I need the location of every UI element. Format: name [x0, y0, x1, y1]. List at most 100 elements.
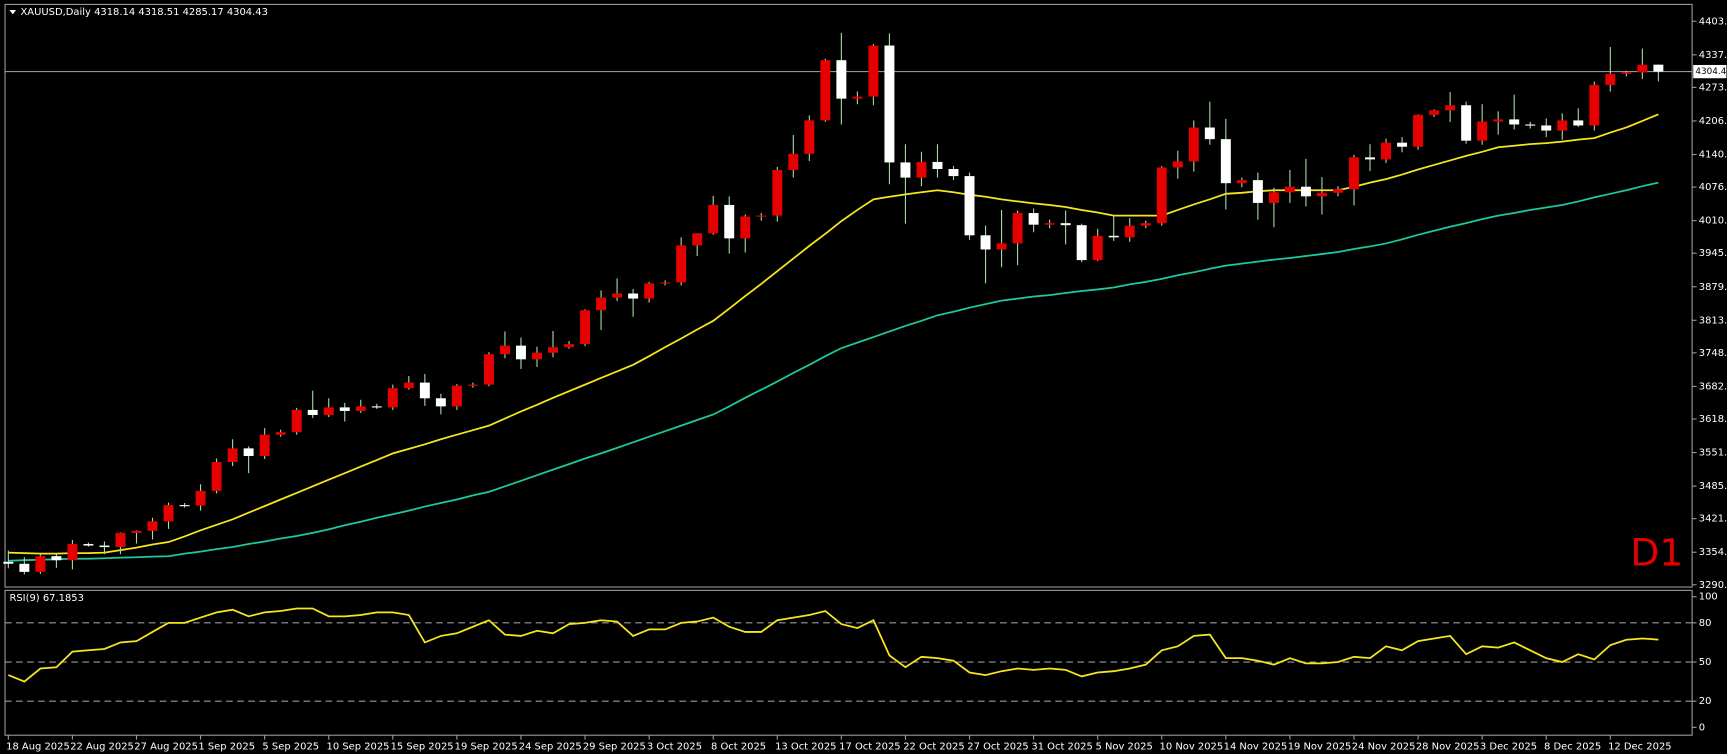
candle-body [1573, 120, 1584, 126]
x-tick-label: 31 Oct 2025 [1031, 741, 1092, 752]
candle-body [115, 532, 126, 548]
candle-body [628, 293, 639, 299]
candle-body [403, 382, 414, 389]
candle-body [692, 233, 703, 246]
x-tick-label: 10 Sep 2025 [327, 741, 390, 752]
candle-body [179, 505, 190, 507]
candle-body [1621, 72, 1632, 74]
y-tick-label: 4273.25 [1699, 82, 1727, 93]
x-tick-label: 12 Dec 2025 [1608, 741, 1671, 752]
candle-body [1637, 64, 1648, 73]
candle-body [275, 432, 286, 435]
candle-body [35, 556, 46, 572]
candle-body [1477, 121, 1488, 141]
y-tick-label: 3682.40 [1699, 381, 1727, 392]
candle-body [836, 60, 847, 99]
x-tick-label: 27 Oct 2025 [967, 741, 1028, 752]
candle-body [67, 544, 78, 561]
candle-body [1028, 213, 1039, 225]
x-tick-label: 13 Oct 2025 [775, 741, 836, 752]
candle-body [1605, 73, 1616, 85]
x-tick-label: 8 Oct 2025 [711, 741, 766, 752]
candle-body [163, 505, 174, 522]
candle-body [1557, 120, 1568, 131]
candle-body [355, 406, 366, 411]
candle-body [964, 176, 975, 236]
candle-body [900, 162, 911, 178]
y-tick-label: 4337.60 [1699, 50, 1727, 61]
candle-body [916, 161, 927, 178]
candle-body [195, 490, 206, 506]
rsi-panel [4, 589, 1693, 736]
rsi-title: RSI(9) 67.1853 [9, 593, 83, 604]
candle-body [644, 283, 655, 299]
candle-body [1172, 161, 1183, 168]
candle-body [532, 352, 542, 360]
candle-body [756, 215, 767, 217]
candle-body [1349, 157, 1359, 190]
x-tick-label: 15 Sep 2025 [391, 741, 454, 752]
candle-body [1236, 180, 1247, 184]
candle-body [580, 310, 591, 345]
candle-body [740, 216, 751, 239]
candle-body [259, 434, 270, 456]
candle-body [564, 344, 575, 348]
candle-body [51, 556, 62, 561]
x-tick-label: 17 Oct 2025 [839, 741, 900, 752]
candle-body [804, 120, 815, 154]
candle-body [227, 448, 238, 463]
candle-body [1429, 110, 1440, 115]
x-tick-label: 18 Aug 2025 [6, 741, 70, 752]
candle-body [339, 407, 350, 411]
candle-body [932, 161, 943, 170]
candle-body [1076, 225, 1087, 261]
candle-body [419, 382, 430, 399]
candle-body [1204, 127, 1215, 140]
x-tick-label: 19 Nov 2025 [1288, 741, 1352, 752]
x-tick-label: 19 Sep 2025 [455, 741, 518, 752]
candle-body [291, 409, 302, 433]
candle-body [996, 243, 1007, 250]
moving-average [8, 113, 1659, 555]
candle-body [1220, 139, 1231, 184]
candle-body [1300, 186, 1311, 197]
candle-body [515, 345, 526, 360]
candle-body [1653, 64, 1664, 72]
current-price-label: 4304.43 [1695, 67, 1727, 77]
candle-body [451, 385, 462, 407]
candle-body [387, 388, 398, 408]
candle-body [1108, 235, 1119, 238]
candle-body [1525, 124, 1536, 126]
candle-body [467, 384, 478, 386]
candle-body [612, 293, 623, 298]
x-tick-label: 5 Sep 2025 [262, 741, 319, 752]
x-tick-label: 24 Sep 2025 [519, 741, 582, 752]
main-panel [4, 3, 1693, 588]
rsi-line [8, 607, 1659, 683]
candle-body [948, 169, 959, 177]
y-tick-label: 4403.90 [1699, 16, 1727, 27]
x-tick-label: 22 Aug 2025 [70, 741, 134, 752]
x-tick-label: 3 Oct 2025 [647, 741, 702, 752]
x-tick-label: 1 Sep 2025 [198, 741, 255, 752]
candle-body [820, 60, 831, 121]
candle-body [307, 409, 318, 415]
x-tick-label: 24 Nov 2025 [1352, 741, 1416, 752]
candle-body [980, 235, 991, 250]
candle-body [1284, 186, 1295, 193]
candle-body [1541, 125, 1552, 131]
candle-body [724, 204, 735, 239]
candle-body [1140, 223, 1151, 226]
x-tick-label: 14 Nov 2025 [1224, 741, 1288, 752]
title-arrow [9, 9, 17, 15]
candle-body [772, 170, 783, 216]
moving-average [8, 181, 1659, 562]
candle-body [1381, 142, 1392, 160]
y-tick-label: 3618.05 [1699, 414, 1727, 425]
y-tick-label: 3290.45 [1699, 580, 1727, 591]
candle-body [1012, 213, 1023, 244]
candle-body [499, 345, 510, 355]
y-tick-label: 3813.05 [1699, 315, 1727, 326]
y-tick-label: 100 [1699, 592, 1718, 603]
x-tick-label: 8 Dec 2025 [1544, 741, 1601, 752]
